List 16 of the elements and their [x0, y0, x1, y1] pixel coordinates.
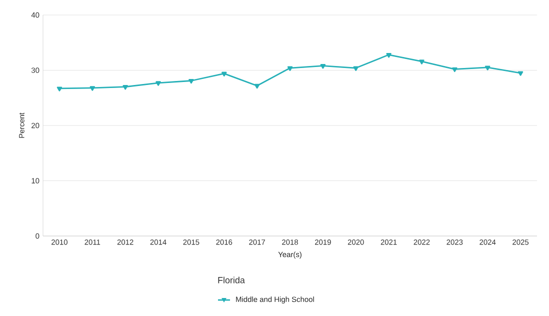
point: [452, 67, 458, 72]
point: [254, 84, 260, 89]
point: [353, 66, 358, 71]
point: [386, 52, 392, 58]
point: [222, 72, 227, 76]
point: [122, 85, 128, 90]
legend-title: Florida: [218, 276, 245, 284]
point: [320, 64, 326, 69]
point: [485, 66, 490, 70]
point: [56, 86, 62, 92]
point: [156, 81, 161, 86]
point: [518, 71, 524, 76]
point: [90, 86, 95, 91]
point: [419, 60, 424, 64]
point: [287, 66, 293, 71]
point: [188, 78, 194, 84]
